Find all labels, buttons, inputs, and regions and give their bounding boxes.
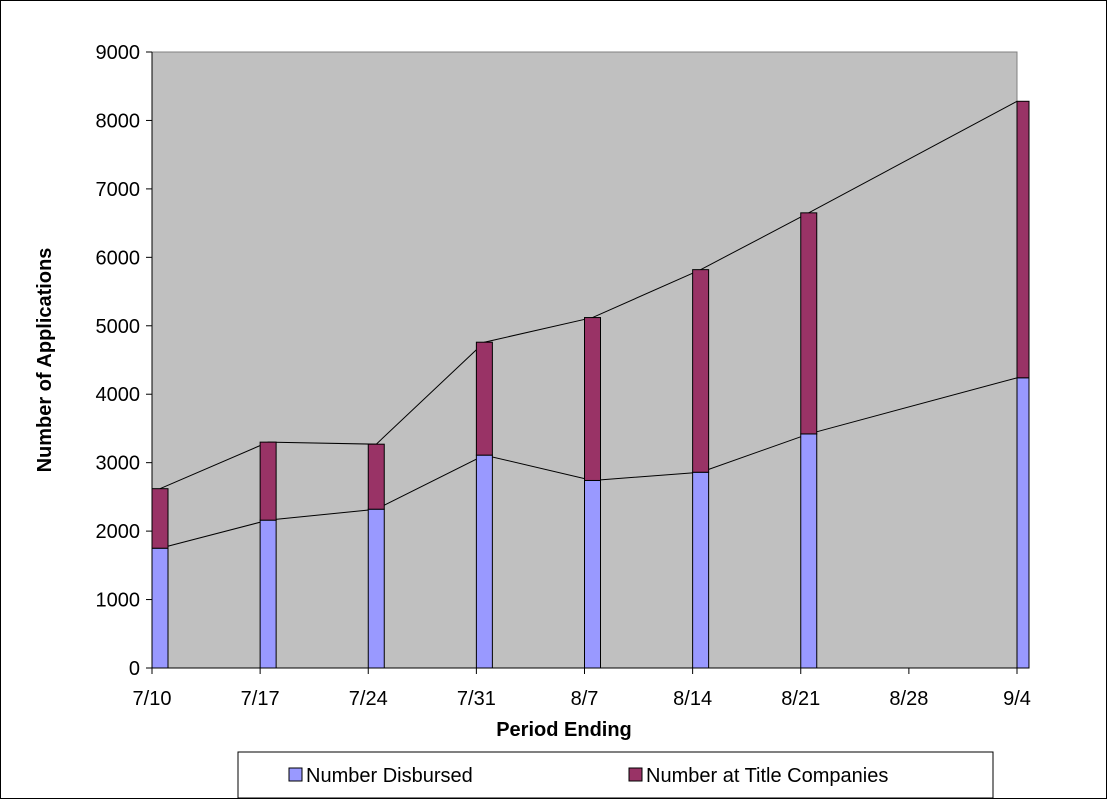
bar-disbursed-7-31	[476, 455, 492, 668]
bar-disbursed-9-4	[1017, 378, 1029, 668]
x-tick-label: 9/4	[1003, 688, 1031, 710]
y-axis-title: Number of Applications	[34, 248, 56, 473]
y-tick-label: 0	[129, 658, 140, 680]
bar-disbursed-8-14	[693, 472, 709, 668]
bar-title-companies-7-31	[476, 342, 492, 455]
x-tick-label: 7/24	[349, 688, 388, 710]
bar-disbursed-8-21	[801, 434, 817, 668]
y-tick-label: 4000	[96, 384, 141, 406]
y-tick-label: 2000	[96, 521, 141, 543]
legend-swatch-number-disbursed	[289, 768, 302, 781]
x-tick-label: 8/28	[889, 688, 928, 710]
bar-disbursed-7-17	[260, 520, 276, 668]
x-axis-title: Period Ending	[496, 719, 632, 741]
bar-title-companies-8-14	[693, 270, 709, 473]
bar-title-companies-9-4	[1017, 101, 1029, 378]
bar-disbursed-8-7	[585, 480, 601, 668]
bar-disbursed-7-10	[152, 548, 168, 668]
y-tick-label: 7000	[96, 179, 141, 201]
legend-label-number-at-title-companies: Number at Title Companies	[646, 765, 888, 787]
x-tick-label: 8/21	[781, 688, 820, 710]
y-tick-label: 9000	[96, 42, 141, 64]
y-axis-ticks: 0 1000 2000 3000 4000 5000 6000 7000 8000 9000	[96, 42, 153, 680]
y-tick-label: 6000	[96, 247, 141, 269]
x-axis-ticks: 7/10 7/17 7/24 7/31 8/7 8/14 8/21 8/28 9/4	[133, 668, 1031, 710]
x-tick-label: 8/14	[673, 688, 712, 710]
bar-title-companies-7-10	[152, 489, 168, 549]
x-tick-label: 7/10	[133, 688, 172, 710]
y-tick-label: 5000	[96, 316, 141, 338]
x-tick-label: 7/17	[241, 688, 280, 710]
x-tick-label: 8/7	[571, 688, 599, 710]
bar-title-companies-8-21	[801, 213, 817, 434]
bar-title-companies-7-17	[260, 442, 276, 520]
bar-title-companies-7-24	[368, 444, 384, 509]
x-tick-label: 7/31	[457, 688, 496, 710]
bar-disbursed-7-24	[368, 509, 384, 668]
legend-swatch-number-at-title-companies	[629, 768, 642, 781]
legend-label-number-disbursed: Number Disbursed	[306, 765, 473, 787]
bar-title-companies-8-7	[585, 318, 601, 481]
y-tick-label: 8000	[96, 110, 141, 132]
y-tick-label: 1000	[96, 590, 141, 612]
y-tick-label: 3000	[96, 453, 141, 475]
legend: Number Disbursed Number at Title Compani…	[238, 752, 993, 798]
